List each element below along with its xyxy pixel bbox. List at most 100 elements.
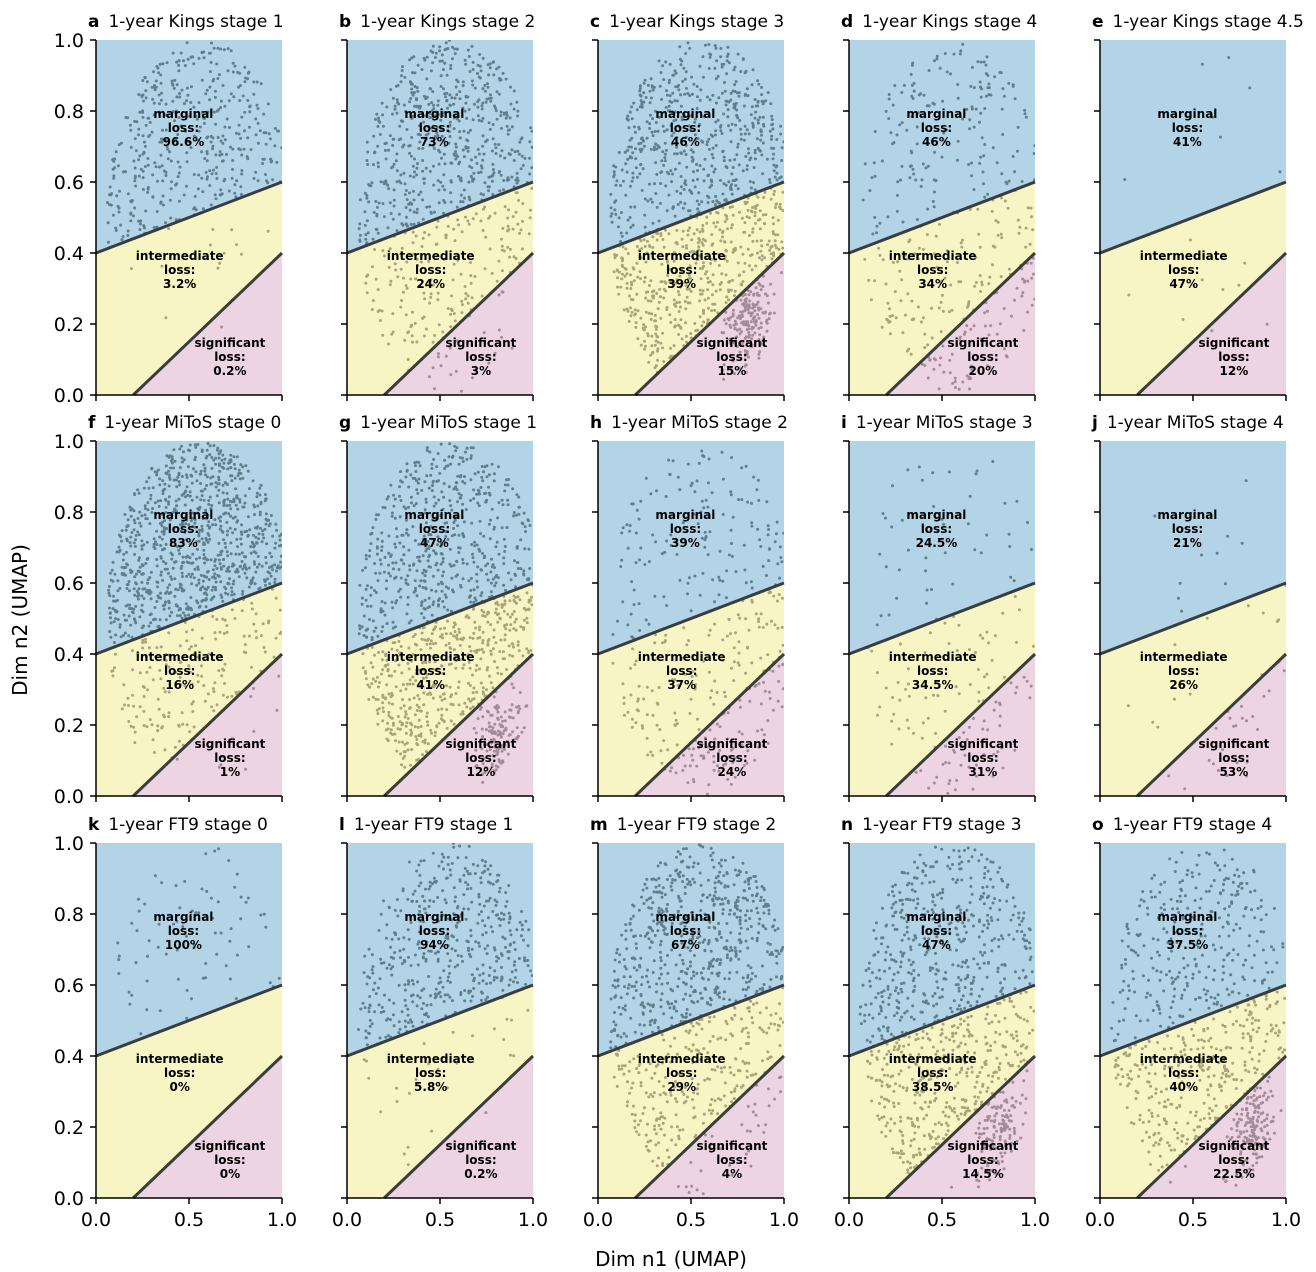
point-intermediate [762, 196, 766, 199]
point-intermediate [521, 219, 524, 223]
point-intermediate [402, 750, 406, 754]
point-marginal [677, 83, 681, 87]
point-intermediate [894, 316, 898, 320]
point-marginal [1013, 97, 1017, 101]
point-intermediate [468, 645, 472, 649]
point-intermediate [417, 718, 421, 722]
point-marginal [242, 555, 246, 558]
point-intermediate [1018, 225, 1022, 229]
point-marginal [268, 566, 271, 569]
point-marginal [164, 174, 168, 177]
point-intermediate [239, 252, 243, 256]
point-marginal [493, 104, 496, 108]
point-marginal [435, 561, 439, 565]
point-intermediate [131, 668, 135, 672]
point-significant [1013, 298, 1016, 302]
point-marginal [133, 493, 137, 497]
point-marginal [156, 625, 160, 629]
point-marginal [439, 180, 443, 184]
point-marginal [502, 537, 506, 541]
point-marginal [207, 502, 211, 506]
point-intermediate [167, 711, 171, 715]
point-marginal [225, 117, 229, 121]
point-marginal [683, 92, 687, 96]
point-marginal [185, 184, 188, 188]
point-marginal [473, 472, 477, 476]
point-marginal [171, 566, 175, 570]
point-intermediate [394, 685, 398, 689]
point-intermediate [888, 314, 892, 318]
point-intermediate [643, 344, 647, 348]
point-marginal [219, 524, 223, 528]
point-significant [734, 322, 738, 326]
point-intermediate [449, 307, 453, 311]
point-intermediate [225, 624, 229, 628]
point-marginal [375, 205, 379, 209]
point-marginal [391, 112, 394, 116]
point-marginal [989, 93, 993, 97]
point-marginal [670, 142, 674, 146]
point-intermediate [164, 663, 168, 667]
point-intermediate [376, 288, 380, 292]
point-intermediate [681, 229, 685, 233]
point-marginal [114, 229, 118, 232]
point-marginal [197, 56, 201, 60]
point-marginal [712, 170, 716, 174]
point-marginal [454, 515, 458, 519]
point-intermediate [619, 285, 623, 289]
point-intermediate [391, 312, 395, 316]
point-marginal [432, 458, 436, 461]
point-marginal [381, 113, 384, 117]
point-intermediate [419, 732, 423, 736]
point-intermediate [679, 305, 682, 309]
point-marginal [246, 71, 250, 75]
point-marginal [720, 65, 724, 69]
point-intermediate [472, 631, 476, 635]
point-marginal [700, 200, 704, 204]
point-intermediate [701, 237, 705, 241]
point-intermediate [917, 246, 921, 250]
point-marginal [506, 483, 510, 487]
point-intermediate [698, 288, 702, 292]
point-intermediate [653, 343, 657, 347]
point-marginal [170, 577, 174, 581]
point-marginal [240, 560, 244, 563]
point-intermediate [702, 320, 706, 324]
point-marginal [702, 179, 706, 183]
point-marginal [502, 556, 506, 560]
point-marginal [500, 526, 504, 530]
point-intermediate [1016, 218, 1020, 222]
point-intermediate [673, 252, 677, 256]
point-intermediate [506, 245, 510, 249]
point-marginal [645, 136, 649, 140]
point-intermediate [712, 221, 716, 225]
point-intermediate [713, 302, 717, 306]
point-intermediate [113, 666, 116, 670]
point-marginal [161, 62, 165, 66]
point-significant [722, 377, 726, 381]
point-marginal [974, 107, 978, 111]
point-marginal [172, 478, 176, 482]
point-marginal [691, 158, 695, 161]
point-marginal [181, 521, 184, 524]
point-marginal [255, 541, 258, 545]
point-marginal [184, 129, 188, 133]
point-marginal [243, 110, 247, 114]
point-intermediate [639, 316, 643, 320]
point-marginal [210, 41, 213, 45]
point-marginal [449, 504, 453, 508]
point-marginal [280, 565, 282, 569]
point-marginal [433, 56, 437, 59]
point-marginal [220, 549, 224, 553]
point-marginal [157, 71, 161, 75]
point-marginal [617, 225, 620, 229]
point-marginal [379, 607, 383, 611]
point-marginal [148, 613, 152, 617]
point-marginal [664, 106, 668, 109]
point-intermediate [405, 741, 409, 745]
point-significant [983, 311, 987, 315]
point-intermediate [394, 659, 397, 663]
point-significant [217, 765, 221, 769]
point-significant [757, 316, 761, 320]
point-marginal [256, 525, 260, 529]
